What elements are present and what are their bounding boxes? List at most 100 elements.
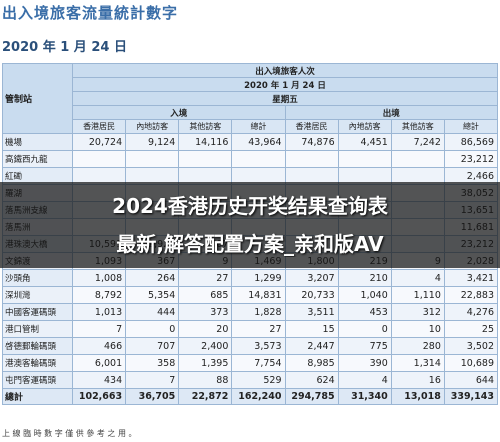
overlay-banner (0, 182, 500, 268)
control-point-name: 港澳客輪碼頭 (2, 354, 73, 372)
table-cell: 453 (337, 303, 392, 321)
column-header: 總計 (231, 119, 286, 134)
table-cell: 1,013 (71, 303, 127, 321)
table-cell (231, 150, 286, 168)
table-cell: 8,792 (71, 286, 127, 304)
table-cell: 390 (337, 354, 392, 372)
table-cell: 3,207 (284, 269, 339, 287)
table-cell: 74,876 (284, 133, 339, 151)
column-header: 內地訪客 (337, 119, 392, 134)
table-row: 港口管制 7 0 20 27 15 0 10 25 (2, 320, 499, 338)
total-cell: 13,018 (390, 388, 445, 405)
table-cell: 4 (337, 371, 392, 389)
table-cell: 3,573 (231, 337, 286, 355)
total-cell: 22,872 (178, 388, 233, 405)
total-cell: 31,340 (337, 388, 392, 405)
table-row: 深圳灣 8,792 5,354 685 14,831 20,733 1,040 1,110 22… (2, 286, 499, 304)
table-cell: 10 (390, 320, 445, 338)
table-cell (125, 167, 180, 185)
table-cell: 5,354 (125, 286, 180, 304)
table-cell: 280 (390, 337, 445, 355)
table-cell: 88 (178, 371, 233, 389)
table-row: 機場 20,724 9,124 14,116 43,964 74,876 4,451 7,24… (2, 133, 499, 151)
table-cell: 529 (231, 371, 286, 389)
total-label: 總計 (2, 388, 73, 405)
table-cell: 27 (178, 269, 233, 287)
table-cell: 86,569 (443, 133, 499, 151)
table-row: 沙頭角 1,008 264 27 1,299 3,207 210 4 3,421 (2, 269, 499, 287)
table-cell: 7 (125, 371, 180, 389)
table-cell: 0 (337, 320, 392, 338)
table-cell: 10,689 (443, 354, 499, 372)
footnote: 上 線 臨 時 數 字 僅 供 參 考 之 用 。 (2, 429, 137, 438)
table-cell: 358 (125, 354, 180, 372)
date-heading: 2020 年 1 月 24 日 (2, 40, 127, 55)
table-cell: 3,502 (443, 337, 499, 355)
table-cell: 2,447 (284, 337, 339, 355)
total-cell: 294,785 (284, 388, 339, 405)
table-cell (125, 150, 180, 168)
table-cell: 707 (125, 337, 180, 355)
column-header: 總計 (443, 119, 499, 134)
table-cell: 0 (125, 320, 180, 338)
table-cell: 4,451 (337, 133, 392, 151)
control-point-name: 紅磡 (2, 167, 73, 185)
table-cell: 1,110 (390, 286, 445, 304)
total-row: 總計 102,663 36,705 22,872 162,240 294,785 31,34… (2, 388, 499, 405)
total-cell: 339,143 (443, 388, 499, 405)
control-point-name: 機場 (2, 133, 73, 151)
table-cell: 4 (390, 269, 445, 287)
table-cell: 14,116 (178, 133, 233, 151)
table-cell: 22,883 (443, 286, 499, 304)
table-cell: 312 (390, 303, 445, 321)
column-header: 香港居民 (71, 119, 127, 134)
table-cell: 210 (337, 269, 392, 287)
control-point-name: 屯門客運碼頭 (2, 371, 73, 389)
table-cell (178, 150, 233, 168)
table-cell: 20,724 (71, 133, 127, 151)
table-row: 高鐵西九龍 23,212 (2, 150, 499, 168)
banner-subheadline[interactable]: 最新,解答配置方案_亲和版AV (116, 232, 384, 256)
column-header: 內地訪客 (125, 119, 180, 134)
table-cell: 20,733 (284, 286, 339, 304)
table-cell: 466 (71, 337, 127, 355)
table-cell: 685 (178, 286, 233, 304)
table-cell (390, 150, 445, 168)
table-cell: 7 (71, 320, 127, 338)
row-header: 管制站 (2, 63, 73, 134)
table-cell: 264 (125, 269, 180, 287)
arrival-header: 入境 (72, 105, 286, 120)
control-point-name: 深圳灣 (2, 286, 73, 304)
control-point-name: 高鐵西九龍 (2, 150, 73, 168)
table-cell: 1,299 (231, 269, 286, 287)
table-cell (178, 167, 233, 185)
table-cell: 25 (443, 320, 499, 338)
control-point-name: 啓德郵輪碼頭 (2, 337, 73, 355)
table-cell: 644 (443, 371, 499, 389)
column-header: 其他訪客 (390, 119, 445, 134)
table-cell: 16 (390, 371, 445, 389)
table-cell: 27 (231, 320, 286, 338)
table-row: 中國客運碼頭 1,013 444 373 1,828 3,511 453 312 4,276 (2, 303, 499, 321)
column-header: 其他訪客 (178, 119, 233, 134)
table-row: 啓德郵輪碼頭 466 707 2,400 3,573 2,447 775 280 3,502 (2, 337, 499, 355)
table-cell: 2,400 (178, 337, 233, 355)
table-cell: 1,040 (337, 286, 392, 304)
table-cell: 43,964 (231, 133, 286, 151)
table-cell: 1,828 (231, 303, 286, 321)
total-cell: 36,705 (125, 388, 180, 405)
table-cell: 624 (284, 371, 339, 389)
table-cell (284, 150, 339, 168)
table-cell: 7,754 (231, 354, 286, 372)
table-cell: 2,466 (443, 167, 499, 185)
table-row: 紅磡 2,466 (2, 167, 499, 185)
table-cell: 1,314 (390, 354, 445, 372)
table-cell: 434 (71, 371, 127, 389)
table-cell (337, 150, 392, 168)
banner-headline[interactable]: 2024香港历史开奖结果查询表 (112, 194, 388, 218)
total-cell: 162,240 (231, 388, 286, 405)
table-cell: 20 (178, 320, 233, 338)
table-row: 屯門客運碼頭 434 7 88 529 624 4 16 644 (2, 371, 499, 389)
table-cell: 444 (125, 303, 180, 321)
table-cell: 9,124 (125, 133, 180, 151)
